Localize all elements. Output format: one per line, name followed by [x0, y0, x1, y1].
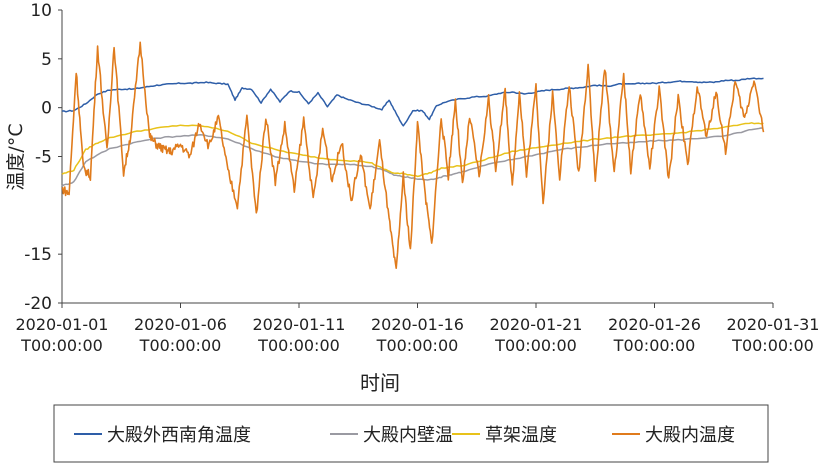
y-tick-label: -20: [24, 294, 52, 314]
x-tick-label-date: 2020-01-21: [490, 315, 583, 334]
x-tick-label-date: 2020-01-11: [253, 315, 346, 334]
x-axis: 2020-01-01 T00:00:00 2020-01-06 T00:00:00 20…: [16, 303, 818, 355]
legend-box: [53, 404, 769, 463]
legend-label: 大殿内壁温: [363, 425, 453, 446]
x-tick-label-time: T00:00:00: [731, 336, 814, 355]
y-tick-label: -5: [35, 148, 52, 168]
x-tick-label-time: T00:00:00: [139, 336, 222, 355]
plot-area: [61, 41, 765, 269]
y-tick-label: 5: [41, 50, 52, 70]
y-tick-label: -15: [24, 245, 52, 265]
x-tick-label-date: 2020-01-06: [134, 315, 227, 334]
x-tick-label-date: 2020-01-01: [16, 315, 109, 334]
y-axis-label: 温度/°C: [5, 123, 27, 190]
x-tick-label-time: T00:00:00: [257, 336, 340, 355]
y-axis: 10 5 0 -5 -15 -20: [24, 1, 62, 314]
x-tick-label-time: T00:00:00: [20, 336, 103, 355]
x-tick-label-date: 2020-01-26: [608, 315, 701, 334]
legend-label: 草架温度: [485, 425, 557, 446]
series-line-4: [61, 41, 765, 269]
x-tick-label-date: 2020-01-31: [727, 315, 818, 334]
y-tick-label: 10: [30, 1, 52, 21]
x-tick-label-date: 2020-01-16: [371, 315, 464, 334]
series-line-2: [61, 127, 764, 187]
legend: 大殿外西南角温度 大殿内壁温 草架温度 大殿内温度: [53, 404, 769, 463]
x-axis-label: 时间: [360, 371, 400, 395]
legend-label: 大殿外西南角温度: [107, 425, 251, 446]
x-tick-label-time: T00:00:00: [613, 336, 696, 355]
x-tick-label-time: T00:00:00: [494, 336, 577, 355]
x-tick-label-time: T00:00:00: [376, 336, 459, 355]
y-tick-label: 0: [41, 99, 52, 119]
series-line-1: [61, 77, 764, 127]
legend-label: 大殿内温度: [645, 425, 735, 446]
